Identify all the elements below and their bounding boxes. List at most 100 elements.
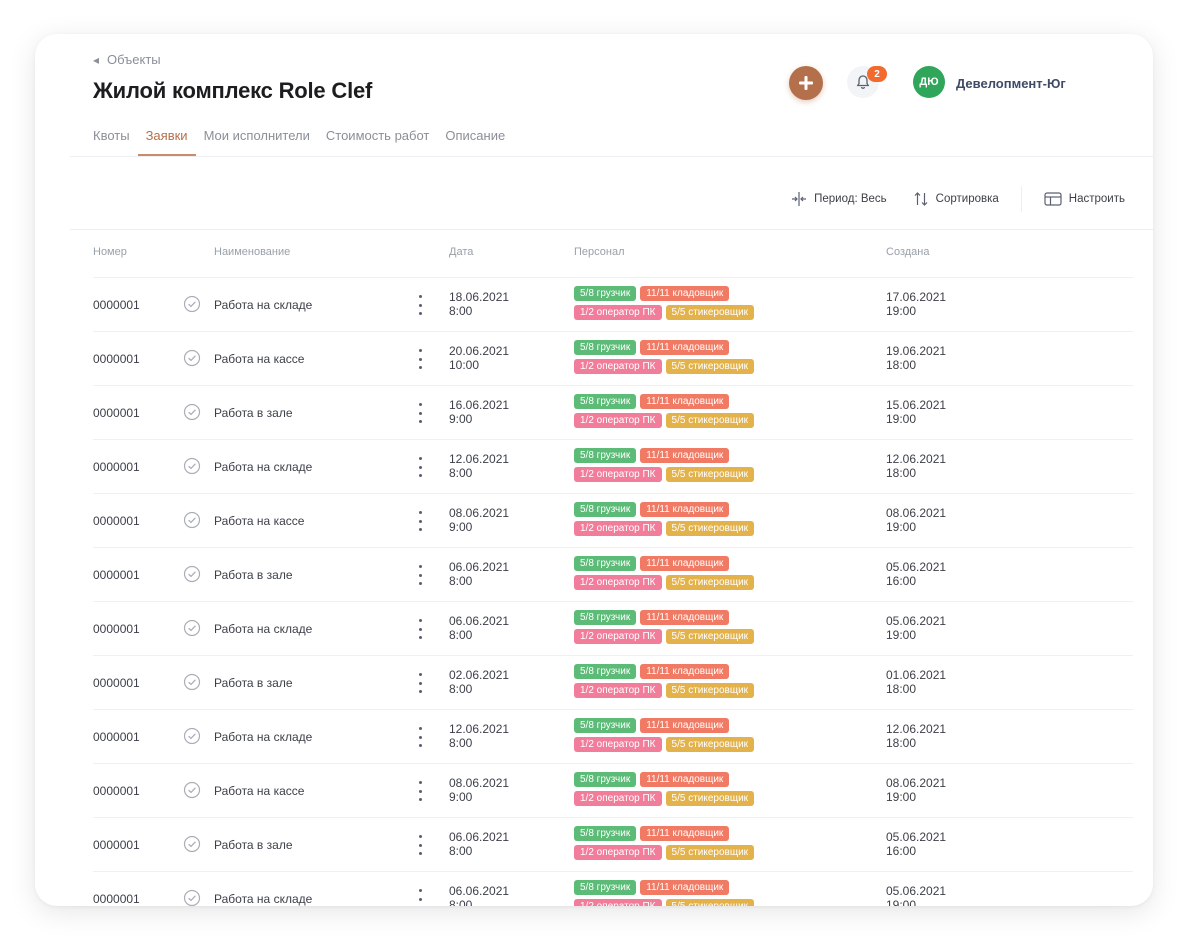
- status-check-icon: [183, 727, 201, 745]
- staff-tag: 5/5 стикеровщик: [665, 629, 755, 644]
- table-row[interactable]: 0000001 Работа на складе 06.06.2021 8:00…: [93, 601, 1133, 655]
- row-created-date: 12.06.2021: [886, 722, 947, 736]
- row-menu-icon[interactable]: [417, 889, 423, 906]
- table-row[interactable]: 0000001 Работа в зале 16.06.2021 9:00 5/8…: [93, 385, 1133, 439]
- tab-my-performers[interactable]: Мои исполнители: [203, 128, 310, 143]
- row-created: 05.06.2021 19:00: [886, 884, 946, 906]
- row-date: 06.06.2021 8:00: [449, 830, 509, 858]
- table-row[interactable]: 0000001 Работа на складе 12.06.2021 8:00…: [93, 439, 1133, 493]
- row-name[interactable]: Работа на кассе: [214, 514, 305, 528]
- row-date-time: 9:00: [449, 790, 473, 804]
- row-name[interactable]: Работа на складе: [214, 460, 313, 474]
- sort-label: Сортировка: [935, 193, 999, 205]
- row-created-date: 08.06.2021: [886, 506, 947, 520]
- table-row[interactable]: 0000001 Работа на складе 12.06.2021 8:00…: [93, 709, 1133, 763]
- table-row[interactable]: 0000001 Работа на складе 06.06.2021 8:00…: [93, 871, 1133, 906]
- row-date-day: 18.06.2021: [449, 290, 510, 304]
- row-created-time: 16:00: [886, 574, 917, 588]
- table-row[interactable]: 0000001 Работа на кассе 08.06.2021 9:00 5…: [93, 493, 1133, 547]
- staff-tag: 11/11 кладовщик: [640, 448, 730, 463]
- sort-button[interactable]: Сортировка: [913, 191, 999, 207]
- row-created: 17.06.2021 19:00: [886, 290, 946, 318]
- period-filter[interactable]: Период: Весь: [791, 191, 887, 207]
- row-date-day: 12.06.2021: [449, 452, 510, 466]
- table-row[interactable]: 0000001 Работа на складе 18.06.2021 8:00…: [93, 277, 1133, 331]
- row-menu-icon[interactable]: [417, 673, 423, 693]
- back-link[interactable]: ◂ Объекты: [93, 52, 161, 67]
- staff-tag: 5/8 грузчик: [574, 394, 637, 409]
- row-date-time: 8:00: [449, 898, 473, 906]
- row-name[interactable]: Работа в зале: [214, 676, 293, 690]
- table-row[interactable]: 0000001 Работа в зале 06.06.2021 8:00 5/8…: [93, 817, 1133, 871]
- row-number: 0000001: [93, 676, 140, 690]
- user-name[interactable]: Девелопмент-Юг: [956, 76, 1066, 91]
- configure-button[interactable]: Настроить: [1044, 191, 1125, 207]
- row-name[interactable]: Работа на кассе: [214, 784, 305, 798]
- row-date-time: 9:00: [449, 412, 473, 426]
- row-menu-icon[interactable]: [417, 511, 423, 531]
- row-menu-icon[interactable]: [417, 295, 423, 315]
- status-check-icon: [183, 511, 201, 529]
- staff-tag: 11/11 кладовщик: [640, 664, 730, 679]
- row-created: 19.06.2021 18:00: [886, 344, 946, 372]
- row-date: 02.06.2021 8:00: [449, 668, 509, 696]
- row-date-day: 06.06.2021: [449, 830, 510, 844]
- table-row[interactable]: 0000001 Работа на кассе 20.06.2021 10:00…: [93, 331, 1133, 385]
- tab-work-cost[interactable]: Стоимость работ: [325, 128, 430, 143]
- row-menu-icon[interactable]: [417, 565, 423, 585]
- row-created-time: 19:00: [886, 304, 917, 318]
- row-created: 15.06.2021 19:00: [886, 398, 946, 426]
- row-name[interactable]: Работа на складе: [214, 298, 313, 312]
- row-created: 05.06.2021 16:00: [886, 830, 946, 858]
- row-date: 06.06.2021 8:00: [449, 884, 509, 906]
- row-name[interactable]: Работа в зале: [214, 838, 293, 852]
- row-date-day: 16.06.2021: [449, 398, 510, 412]
- row-created-date: 05.06.2021: [886, 884, 947, 898]
- row-name[interactable]: Работа на складе: [214, 622, 313, 636]
- table-row[interactable]: 0000001 Работа на кассе 08.06.2021 9:00 5…: [93, 763, 1133, 817]
- staff-tag: 5/5 стикеровщик: [665, 737, 755, 752]
- header-created: Создана: [886, 246, 930, 258]
- row-name[interactable]: Работа на складе: [214, 892, 313, 906]
- row-created: 01.06.2021 18:00: [886, 668, 946, 696]
- tab-description[interactable]: Описание: [445, 128, 506, 143]
- tab-requests[interactable]: Заявки: [137, 128, 196, 156]
- row-menu-icon[interactable]: [417, 781, 423, 801]
- row-name[interactable]: Работа в зале: [214, 568, 293, 582]
- row-menu-icon[interactable]: [417, 727, 423, 747]
- row-number: 0000001: [93, 298, 140, 312]
- staff-tag: 5/5 стикеровщик: [665, 521, 755, 536]
- row-date-day: 06.06.2021: [449, 560, 510, 574]
- staff-tag: 5/5 стикеровщик: [665, 413, 755, 428]
- row-name[interactable]: Работа в зале: [214, 406, 293, 420]
- row-created: 12.06.2021 18:00: [886, 452, 946, 480]
- row-menu-icon[interactable]: [417, 403, 423, 423]
- row-created-date: 15.06.2021: [886, 398, 947, 412]
- row-created-date: 08.06.2021: [886, 776, 947, 790]
- row-menu-icon[interactable]: [417, 457, 423, 477]
- row-menu-icon[interactable]: [417, 835, 423, 855]
- status-check-icon: [183, 889, 201, 906]
- tab-quotas[interactable]: Квоты: [93, 128, 130, 143]
- row-menu-icon[interactable]: [417, 619, 423, 639]
- staff-tag: 11/11 кладовщик: [640, 502, 730, 517]
- table-header: Номер Наименование Дата Персонал Создана: [93, 246, 1133, 266]
- staff-tag: 1/2 оператор ПК: [574, 845, 662, 860]
- row-date-day: 06.06.2021: [449, 614, 510, 628]
- row-menu-icon[interactable]: [417, 349, 423, 369]
- staff-tag: 1/2 оператор ПК: [574, 575, 662, 590]
- staff-tag: 5/5 стикеровщик: [665, 845, 755, 860]
- row-created-time: 18:00: [886, 358, 917, 372]
- add-button[interactable]: [789, 66, 823, 100]
- staff-tag: 1/2 оператор ПК: [574, 737, 662, 752]
- toolbar: Период: Весь Сортировка Настроить: [791, 186, 1125, 212]
- table-row[interactable]: 0000001 Работа в зале 02.06.2021 8:00 5/8…: [93, 655, 1133, 709]
- row-created-time: 19:00: [886, 790, 917, 804]
- table-row[interactable]: 0000001 Работа в зале 06.06.2021 8:00 5/8…: [93, 547, 1133, 601]
- row-number: 0000001: [93, 838, 140, 852]
- row-name[interactable]: Работа на складе: [214, 730, 313, 744]
- row-name[interactable]: Работа на кассе: [214, 352, 305, 366]
- row-date-day: 20.06.2021: [449, 344, 510, 358]
- avatar[interactable]: ДЮ: [913, 66, 945, 98]
- row-created-time: 18:00: [886, 466, 917, 480]
